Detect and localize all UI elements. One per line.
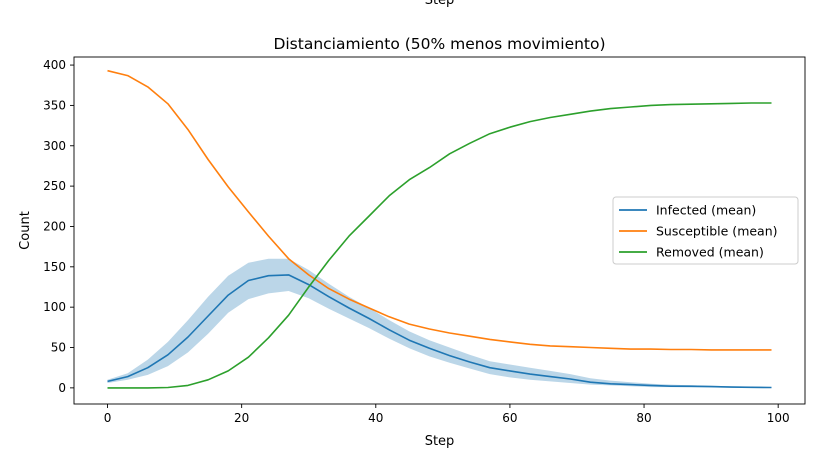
legend-entry: Susceptible (mean) [656,224,778,239]
legend-box [612,196,799,265]
y-axis-label: Count [18,211,33,250]
y-axis: 0 50 100 150 200 250 300 350 400 [43,58,74,395]
chart-title: Distanciamiento (50% menos movimiento) [273,35,605,53]
y-tick-label: 250 [43,179,66,193]
band-layer [107,258,772,388]
lines-layer [107,69,772,389]
x-axis: 0 20 40 60 80 100 [104,404,790,425]
y-tick-label: 50 [51,341,66,355]
clipped-top-label: Step [425,0,455,8]
plot-frame [73,56,806,405]
x-axis-label: Step [425,434,455,449]
infected-band [107,258,772,388]
series-line-2 [107,102,772,389]
series-line-1 [107,69,772,351]
y-tick-label: 350 [43,98,66,112]
legend-entry: Removed (mean) [656,245,764,260]
y-tick-label: 400 [43,58,66,72]
y-tick-label: 150 [43,260,66,274]
y-tick-label: 200 [43,219,66,233]
x-tick-label: 60 [502,411,517,425]
y-tick-label: 100 [43,300,66,314]
legend-entry: Infected (mean) [656,203,756,218]
x-tick-label: 100 [767,411,790,425]
y-tick-label: 300 [43,139,66,153]
y-tick-label: 0 [58,381,66,395]
x-tick-label: 0 [104,411,112,425]
x-tick-label: 40 [368,411,383,425]
legend: Infected (mean) Susceptible (mean) Removed… [612,196,799,265]
x-tick-label: 20 [234,411,249,425]
series-line-0 [107,274,772,389]
x-tick-label: 80 [636,411,651,425]
